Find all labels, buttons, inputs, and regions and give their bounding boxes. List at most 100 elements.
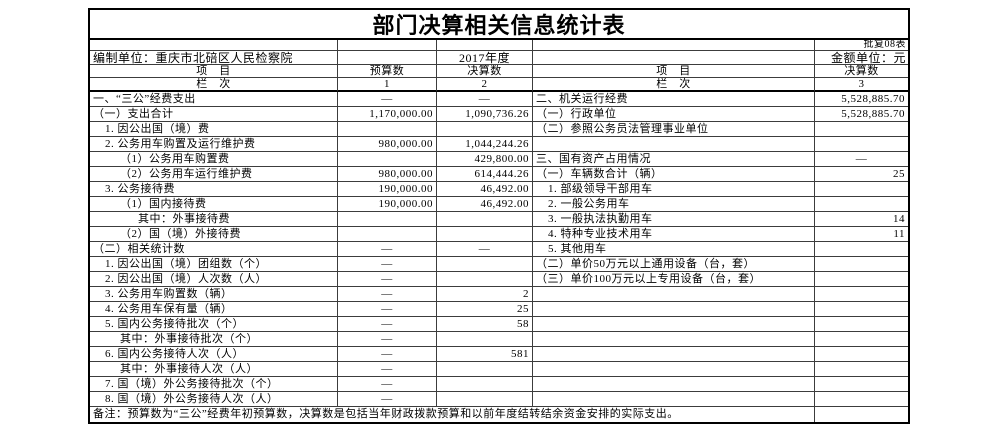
empty-cell [815,407,908,422]
item-cell-left: （二）相关统计数 [90,242,338,257]
budget-cell: — [338,257,437,272]
budget-cell [338,152,437,167]
line-number-3: 3 [815,78,908,92]
budget-cell [338,122,437,137]
table-row: 其中：外事接待批次（个） — [90,332,908,347]
item-cell-right [533,392,815,407]
table-row: 5. 国内公务接待批次（个） —58 [90,317,908,332]
item-cell-left: 7. 国（境）外公务接待批次（个） [90,377,338,392]
budget-cell: — [338,377,437,392]
item-cell-right: 5. 其他用车 [533,242,815,257]
item-cell-left: 其中：外事接待人次（人） [90,362,338,377]
table-row: 2. 公务用车购置及运行维护费 980,000.00 1,044,244.26 [90,137,908,152]
empty-cell [90,40,338,51]
budget-cell: — [338,272,437,287]
table-row: 6. 国内公务接待人次（人） —581 [90,347,908,362]
final-cell: 46,492.00 [437,182,533,197]
item-cell-left: 6. 国内公务接待人次（人） [90,347,338,362]
table-title-row: 部门决算相关信息统计表 [90,10,908,40]
budget-cell: 1,170,000.00 [338,107,437,122]
budget-cell [338,227,437,242]
final-right-cell [815,182,908,197]
final-right-cell [815,257,908,272]
final-cell: 1,044,244.26 [437,137,533,152]
table-body: 一、“三公”经费支出 — — 二、机关运行经费 5,528,885.70 （一）支出合计 1… [90,92,908,407]
final-right-cell [815,302,908,317]
empty-cell [338,51,437,65]
table-row: （2）公务用车运行维护费 980,000.00 614,444.26 （一）车辆数合计… [90,167,908,182]
col-header-final-left: 决算数 [437,65,533,78]
item-cell-right: （二）单价50万元以上通用设备（台，套） [533,257,815,272]
final-right-cell [815,242,908,257]
table-row: 其中：外事接待人次（人） — [90,362,908,377]
table-row: 8. 国（境）外公务接待人次（人） — [90,392,908,407]
final-cell: — [437,242,533,257]
line-number-1: 1 [338,78,437,92]
item-cell-left: 1. 因公出国（境）费 [90,122,338,137]
item-cell-left: 3. 公务用车购置数（辆） [90,287,338,302]
item-cell-left: （一）支出合计 [90,107,338,122]
budget-cell: — [338,317,437,332]
prepared-by: 编制单位：重庆市北碚区人民检察院 [90,51,338,65]
form-code: 批复08表 [815,40,908,51]
item-cell-right: （一）行政单位 [533,107,815,122]
footnote-row: 备注：预算数为“三公”经费年初预算数，决算数是包括当年财政拨款预算和以前年度结转… [90,407,908,422]
final-cell [437,272,533,287]
empty-cell [533,51,815,65]
budget-cell: — [338,92,437,107]
final-right-cell [815,137,908,152]
form-code-row: 批复08表 [90,40,908,51]
final-cell [437,227,533,242]
table-row: 其中：外事接待费 3. 一般执法执勤用车 14 [90,212,908,227]
statistics-table: 部门决算相关信息统计表 批复08表 编制单位：重庆市北碚区人民检察院 2017年… [88,8,910,424]
table-row: 2. 因公出国（境）人次数（人） — （三）单价100万元以上专用设备（台，套） [90,272,908,287]
budget-cell: — [338,362,437,377]
final-cell [437,257,533,272]
item-cell-right [533,302,815,317]
table-row: （1）公务用车购置费 429,800.00 三、国有资产占用情况 — [90,152,908,167]
final-right-cell: 5,528,885.70 [815,107,908,122]
money-unit: 金额单位：元 [815,51,908,65]
item-cell-left: （2）国（境）外接待费 [90,227,338,242]
line-number-row: 栏 次 1 2 栏 次 3 [90,78,908,92]
item-cell-right: 二、机关运行经费 [533,92,815,107]
final-cell: 2 [437,287,533,302]
budget-cell: — [338,392,437,407]
final-right-cell [815,347,908,362]
final-right-cell [815,362,908,377]
item-cell-right: 3. 一般执法执勤用车 [533,212,815,227]
item-cell-right [533,287,815,302]
item-cell-right [533,317,815,332]
final-cell [437,377,533,392]
item-cell-right: （二）参照公务员法管理事业单位 [533,122,815,137]
empty-cell [437,40,533,51]
final-cell: — [437,92,533,107]
final-cell: 1,090,736.26 [437,107,533,122]
item-cell-right: （一）车辆数合计（辆） [533,167,815,182]
item-cell-left: （1）公务用车购置费 [90,152,338,167]
column-header-row: 项 目 预算数 决算数 项 目 决算数 [90,65,908,78]
item-cell-left: 其中：外事接待批次（个） [90,332,338,347]
budget-cell: 190,000.00 [338,182,437,197]
table-row: （一）支出合计 1,170,000.00 1,090,736.26 （一）行政单位 5,… [90,107,908,122]
item-cell-left: 5. 国内公务接待批次（个） [90,317,338,332]
final-right-cell [815,122,908,137]
final-cell: 429,800.00 [437,152,533,167]
empty-cell [338,40,437,51]
final-cell: 581 [437,347,533,362]
item-cell-right [533,362,815,377]
item-cell-left: 一、“三公”经费支出 [90,92,338,107]
line-number-2: 2 [437,78,533,92]
final-right-cell: 5,528,885.70 [815,92,908,107]
table-row: 一、“三公”经费支出 — — 二、机关运行经费 5,528,885.70 [90,92,908,107]
budget-cell [338,212,437,227]
final-cell [437,122,533,137]
final-right-cell [815,197,908,212]
table-row: 4. 公务用车保有量（辆） —25 [90,302,908,317]
meta-row: 编制单位：重庆市北碚区人民检察院 2017年度 金额单位：元 [90,51,908,65]
table-row: （二）相关统计数 — —5. 其他用车 [90,242,908,257]
budget-cell: — [338,242,437,257]
budget-cell: 980,000.00 [338,167,437,182]
col-header-budget: 预算数 [338,65,437,78]
item-cell-right: （三）单价100万元以上专用设备（台，套） [533,272,815,287]
